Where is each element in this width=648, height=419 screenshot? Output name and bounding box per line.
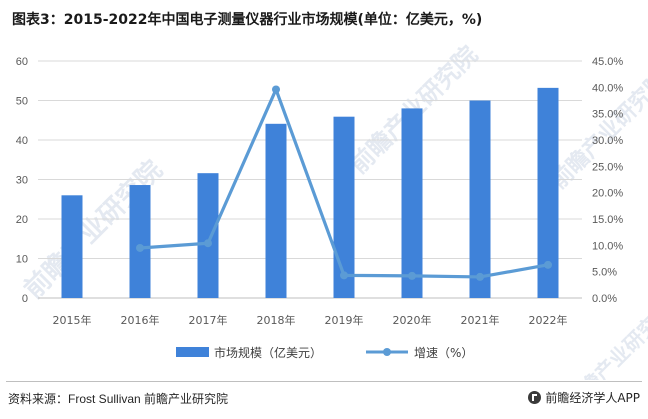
x-tick-label: 2020年 (393, 313, 432, 327)
watermark-text: 前瞻产业研究院 (562, 298, 648, 380)
right-tick-label: 45.0% (592, 56, 623, 68)
right-tick-label: 5.0% (592, 267, 617, 279)
source-value: Frost Sullivan 前瞻产业研究院 (68, 392, 229, 406)
x-tick-label: 2021年 (461, 313, 500, 327)
legend-line-marker (383, 348, 391, 356)
left-tick-label: 10 (16, 254, 28, 266)
x-tick-label: 2022年 (529, 313, 568, 327)
left-tick-label: 20 (16, 214, 28, 226)
x-axis: 2015年 2016年 2017年 2018年 2019年 2020年 2021年 2022年 (53, 313, 568, 327)
left-tick-label: 30 (16, 175, 28, 187)
bar (333, 116, 355, 298)
source-label: 资料来源： (8, 392, 69, 406)
source-note: 资料来源：Frost Sullivan 前瞻产业研究院 (8, 390, 228, 407)
line-series (136, 85, 552, 281)
right-axis: 0.0% 5.0% 10.0% 15.0% 20.0% 25.0% 30.0% 35.0% 40… (592, 56, 623, 305)
left-tick-label: 60 (16, 56, 28, 68)
line-point (544, 260, 552, 269)
bar (401, 108, 423, 299)
line-point (272, 85, 280, 94)
footer-divider (6, 381, 642, 382)
left-tick-label: 40 (16, 135, 28, 147)
bar (265, 123, 287, 299)
left-tick-label: 0 (22, 293, 28, 305)
line-point (204, 239, 212, 248)
gridlines (38, 60, 582, 299)
legend-bar-swatch (176, 347, 209, 357)
line-point (340, 271, 348, 280)
x-tick-label: 2019年 (325, 313, 364, 327)
right-tick-label: 40.0% (592, 82, 623, 94)
right-tick-label: 35.0% (592, 109, 623, 121)
x-tick-label: 2017年 (189, 313, 228, 327)
legend: 市场规模（亿美元） 增速（%） (176, 345, 473, 360)
right-tick-label: 20.0% (592, 188, 623, 200)
right-tick-label: 15.0% (592, 214, 623, 226)
legend-line-label: 增速（%） (414, 346, 473, 360)
brand-logo-icon (528, 391, 542, 404)
chart-title: 图表3：2015-2022年中国电子测量仪器行业市场规模(单位：亿美元，%) (12, 12, 483, 28)
x-tick-label: 2015年 (53, 313, 92, 327)
right-tick-label: 30.0% (592, 135, 623, 147)
left-axis: 0 10 20 30 40 50 60 (16, 56, 28, 305)
right-tick-label: 0.0% (592, 293, 617, 305)
right-tick-label: 25.0% (592, 161, 623, 173)
left-tick-label: 50 (16, 96, 28, 108)
line-point (136, 243, 144, 252)
line-point (476, 272, 484, 281)
brand-credit: 前瞻经济学人APP (528, 389, 640, 406)
bar (537, 87, 559, 298)
bar (469, 100, 491, 298)
x-tick-label: 2016年 (121, 313, 160, 327)
bar-series (61, 87, 559, 299)
bar (61, 195, 83, 298)
right-tick-label: 10.0% (592, 240, 623, 252)
chart-canvas: 前瞻产业研究院前瞻产业研究院前瞻产业研究院前瞻产业研究院 01020304050… (16, 41, 648, 380)
bar (129, 185, 151, 298)
bar (197, 173, 219, 298)
brand-name: 前瞻经济学人APP (545, 391, 640, 405)
line-point (408, 271, 416, 280)
legend-bar-label: 市场规模（亿美元） (214, 345, 322, 360)
x-tick-label: 2018年 (257, 313, 296, 327)
